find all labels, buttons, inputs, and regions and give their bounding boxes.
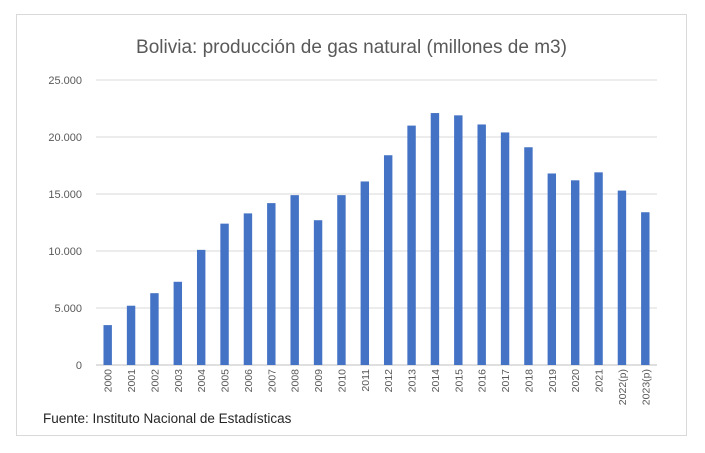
bar	[220, 223, 229, 365]
bar	[547, 173, 557, 365]
x-tick-label: 2022(p)	[617, 369, 629, 405]
x-tick-label: 2015	[453, 369, 465, 393]
x-tick-label: 2011	[360, 369, 372, 392]
x-tick-label: 2000	[103, 369, 115, 393]
x-tick-label: 2004	[196, 369, 208, 393]
y-tick-label: 10.000	[48, 246, 82, 258]
bar	[267, 203, 276, 365]
x-tick-label: 2005	[220, 369, 232, 393]
x-tick-label: 2018	[523, 369, 535, 393]
bar	[173, 281, 183, 365]
y-tick-label: 20.000	[48, 132, 82, 144]
bar	[126, 305, 136, 365]
y-tick-label: 0	[76, 360, 82, 372]
bar	[594, 172, 603, 365]
bar	[500, 132, 510, 365]
y-tick-label: 5.000	[54, 303, 82, 315]
x-tick-label: 2014	[430, 369, 442, 393]
bar	[407, 125, 416, 365]
x-tick-label: 2023(p)	[640, 369, 652, 405]
x-tick-label: 2008	[290, 369, 302, 393]
x-tick-label: 2003	[173, 369, 185, 393]
bar	[454, 115, 463, 365]
bar	[337, 195, 346, 365]
chart-title: Bolivia: producción de gas natural (mill…	[136, 37, 567, 58]
bar	[150, 293, 159, 365]
x-tick-label: 2019	[547, 369, 559, 393]
bar-chart: 0 5.000 10.000 15.000 20.000 25.000 2000 2001 20…	[48, 75, 657, 405]
x-tick-label: 2016	[477, 369, 489, 393]
bar	[641, 212, 650, 365]
x-tick-label: 2010	[336, 369, 348, 393]
x-tick-label: 2002	[149, 369, 161, 393]
bar	[477, 124, 486, 366]
y-tick-label: 25.000	[48, 75, 82, 87]
x-tick-label: 2009	[313, 369, 325, 393]
x-tick-label: 2001	[126, 369, 138, 393]
y-tick-label: 15.000	[48, 189, 82, 201]
x-tick-label: 2013	[407, 369, 419, 393]
x-tick-label: 2017	[500, 369, 512, 393]
bar	[313, 220, 323, 365]
bar	[196, 249, 206, 365]
chart-frame: Bolivia: producción de gas natural (mill…	[16, 14, 687, 436]
x-tick-label: 2006	[243, 369, 255, 393]
bar	[570, 180, 580, 365]
bar	[430, 113, 440, 365]
bar	[290, 195, 299, 365]
bar	[383, 155, 393, 365]
x-tick-label: 2007	[266, 369, 278, 393]
bar	[360, 181, 370, 365]
x-tick-label: 2020	[570, 369, 582, 393]
x-tick-label: 2021	[594, 369, 606, 393]
bar	[243, 213, 253, 365]
x-tick-label: 2012	[383, 369, 395, 393]
chart-source: Fuente: Instituto Nacional de Estadístic…	[43, 411, 292, 426]
bar	[103, 325, 112, 365]
bar	[524, 147, 533, 365]
bar	[617, 190, 627, 365]
